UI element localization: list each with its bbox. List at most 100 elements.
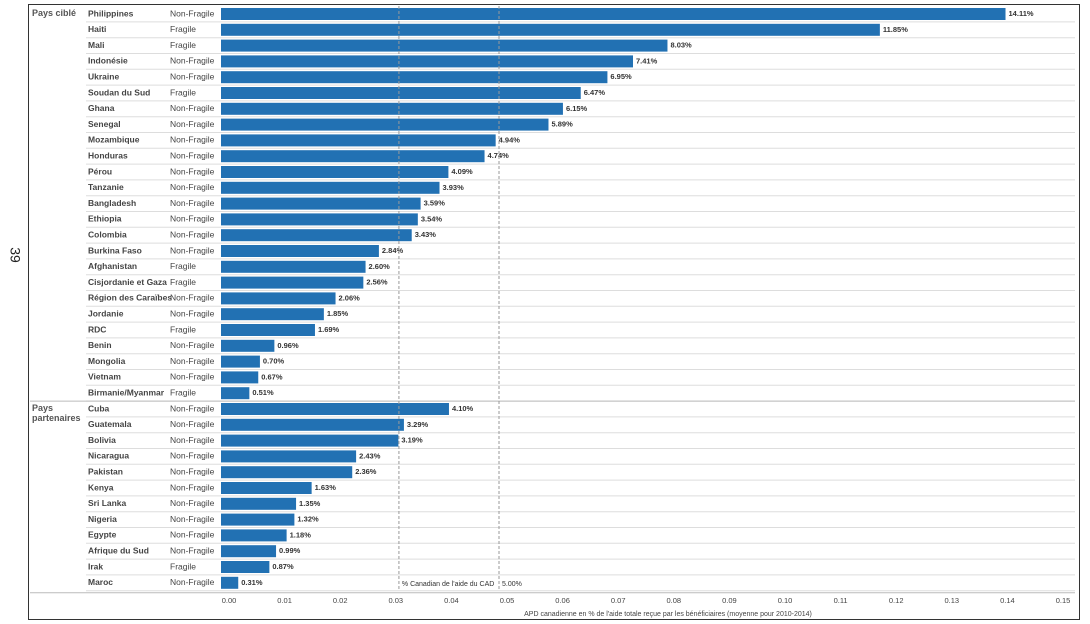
fragility-label: Non-Fragile (170, 135, 215, 145)
bar (221, 166, 449, 178)
bar (221, 8, 1006, 20)
category-label: Jordanie (88, 308, 124, 318)
value-label: 1.35% (299, 499, 321, 508)
fragility-label: Non-Fragile (170, 245, 215, 255)
fragility-label: Non-Fragile (170, 103, 215, 113)
fragility-label: Non-Fragile (170, 372, 215, 382)
x-tick-label: 0.08 (666, 596, 681, 605)
bar (221, 150, 485, 163)
fragility-label: Fragile (170, 87, 196, 97)
category-label: Nigeria (88, 514, 117, 524)
fragility-label: Non-Fragile (170, 545, 215, 555)
category-label: Afghanistan (88, 261, 137, 271)
x-tick-label: 0.15 (1056, 596, 1071, 605)
category-label: Mali (88, 40, 105, 50)
x-tick-label: 0.06 (555, 596, 570, 605)
bar (221, 482, 312, 494)
x-tick-label: 0.03 (388, 596, 403, 605)
bar (221, 134, 496, 147)
bar (221, 71, 608, 84)
value-label: 0.96% (277, 341, 299, 350)
bar (221, 292, 336, 305)
category-label: Pakistan (88, 466, 123, 476)
bar (221, 466, 353, 479)
value-label: 1.85% (327, 309, 349, 318)
value-label: 3.43% (415, 230, 437, 239)
fragility-label: Non-Fragile (170, 340, 215, 350)
x-tick-label: 0.10 (778, 596, 793, 605)
category-label: RDC (88, 324, 106, 334)
frame (28, 4, 1080, 620)
fragility-label: Non-Fragile (170, 435, 215, 445)
category-label: Colombia (88, 229, 127, 239)
bar (221, 576, 239, 589)
value-label: 4.09% (451, 167, 473, 176)
category-label: Maroc (88, 577, 113, 587)
bar (221, 197, 421, 210)
bar (221, 118, 549, 131)
reference-label: 5.00% (502, 581, 522, 588)
bar (221, 513, 295, 526)
bar (221, 529, 287, 542)
bar (221, 450, 357, 463)
fragility-label: Non-Fragile (170, 403, 215, 413)
bar (221, 561, 270, 573)
bar (221, 276, 364, 289)
value-label: 5.89% (551, 120, 573, 129)
value-label: 2.60% (369, 262, 391, 271)
value-label: 3.59% (424, 199, 446, 208)
fragility-label: Non-Fragile (170, 166, 215, 176)
category-label: Mozambique (88, 135, 140, 145)
category-label: Bangladesh (88, 198, 136, 208)
value-label: 3.19% (401, 436, 423, 445)
bar (221, 55, 633, 68)
bar (221, 371, 259, 384)
fragility-label: Non-Fragile (170, 419, 215, 429)
category-label: Kenya (88, 482, 114, 492)
bar (221, 324, 315, 336)
value-label: 3.54% (421, 214, 443, 223)
bar (221, 23, 880, 36)
x-tick-label: 0.05 (500, 596, 515, 605)
fragility-label: Non-Fragile (170, 150, 215, 160)
value-label: 6.95% (610, 72, 632, 81)
value-label: 11.85% (883, 25, 908, 34)
bar (221, 229, 412, 242)
value-label: 2.06% (339, 293, 361, 302)
fragility-label: Fragile (170, 261, 196, 271)
value-label: 4.10% (452, 404, 474, 413)
fragility-label: Non-Fragile (170, 229, 215, 239)
bar (221, 102, 563, 115)
category-label: Nicaragua (88, 451, 129, 461)
value-label: 14.11% (1009, 9, 1034, 18)
fragility-label: Fragile (170, 40, 196, 50)
value-label: 4.74% (488, 151, 510, 160)
bar (221, 418, 404, 431)
page-number: 39 (7, 247, 23, 263)
value-label: 0.99% (279, 546, 301, 555)
category-label: Honduras (88, 150, 128, 160)
fragility-label: Non-Fragile (170, 466, 215, 476)
category-label: Irak (88, 561, 103, 571)
value-label: 0.51% (252, 388, 274, 397)
fragility-label: Fragile (170, 561, 196, 571)
category-label: Guatemala (88, 419, 132, 429)
category-label: Soudan du Sud (88, 87, 150, 97)
value-label: 6.47% (584, 88, 606, 97)
x-tick-label: 0.04 (444, 596, 459, 605)
value-label: 6.15% (566, 104, 588, 113)
fragility-label: Non-Fragile (170, 71, 215, 81)
fragility-label: Fragile (170, 324, 196, 334)
bar (221, 39, 668, 52)
x-tick-label: 0.11 (834, 596, 848, 605)
bar (221, 308, 324, 321)
category-label: Vietnam (88, 372, 121, 382)
value-label: 1.32% (297, 515, 319, 524)
x-tick-label: 0.02 (333, 596, 348, 605)
fragility-label: Non-Fragile (170, 577, 215, 587)
value-label: 0.31% (241, 578, 263, 587)
value-label: 3.29% (407, 420, 429, 429)
fragility-label: Non-Fragile (170, 119, 215, 129)
